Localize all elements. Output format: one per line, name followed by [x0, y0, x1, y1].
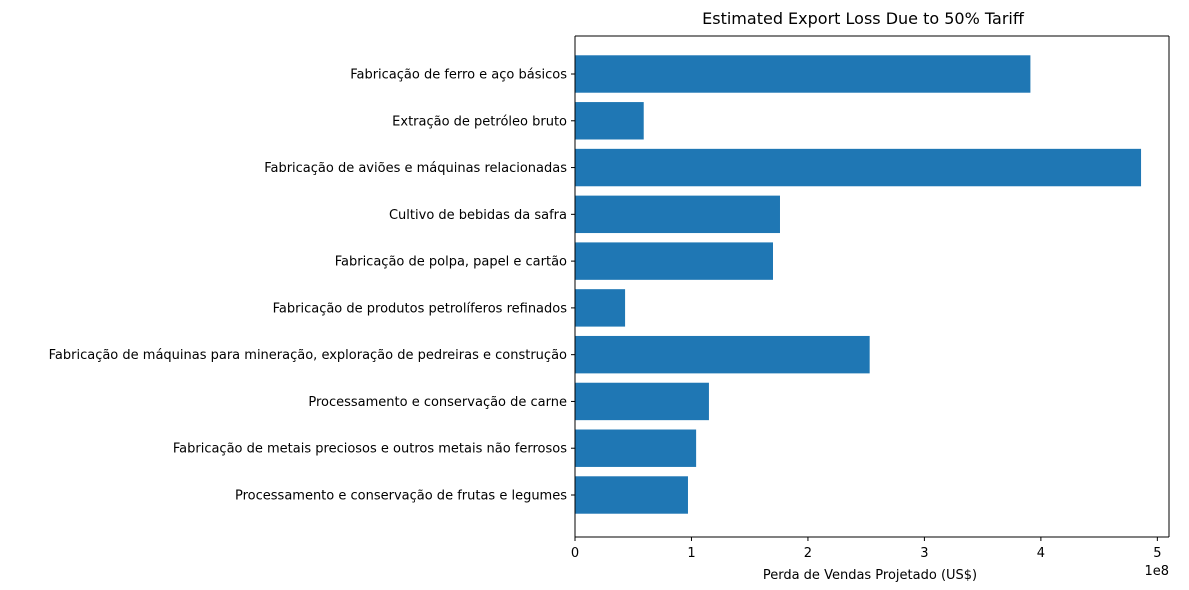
chart-title: Estimated Export Loss Due to 50% Tariff [702, 9, 1025, 28]
bars-group [575, 55, 1142, 514]
bar [575, 55, 1031, 93]
y-tick-label: Cultivo de bebidas da safra [389, 208, 567, 223]
x-tick-label: 3 [920, 546, 928, 561]
y-tick-label: Fabricação de produtos petrolíferos refi… [273, 301, 568, 316]
x-tick-label: 0 [571, 546, 579, 561]
bar [575, 476, 688, 514]
bar [575, 148, 1142, 187]
y-tick-label: Fabricação de polpa, papel e cartão [335, 255, 567, 270]
y-tick-label: Fabricação de máquinas para mineração, e… [49, 348, 567, 363]
bar [575, 382, 709, 421]
y-tick-labels: Fabricação de ferro e aço básicos Extraçã… [49, 68, 575, 504]
bar [575, 195, 780, 234]
y-tick-label: Processamento e conservação de carne [308, 395, 567, 410]
y-tick-label: Processamento e conservação de frutas e … [235, 489, 567, 504]
bar [575, 102, 644, 140]
y-tick-label: Fabricação de metais preciosos e outros … [173, 442, 567, 457]
y-tick-label: Extração de petróleo bruto [392, 114, 567, 129]
x-tick-label: 2 [804, 546, 812, 561]
y-tick-label: Fabricação de aviões e máquinas relacion… [264, 161, 567, 176]
x-ticks: 0 1 2 3 4 5 [571, 537, 1161, 561]
x-tick-label: 1 [687, 546, 695, 561]
x-tick-label: 5 [1153, 546, 1161, 561]
bar [575, 289, 626, 327]
bar [575, 242, 773, 280]
bar [575, 335, 870, 374]
y-tick-label: Fabricação de ferro e aço básicos [350, 68, 567, 83]
x-axis-label: Perda de Vendas Projetado (US$) [763, 568, 977, 583]
bar [575, 429, 697, 467]
x-axis-offset-label: 1e8 [1144, 564, 1169, 579]
x-tick-label: 4 [1037, 546, 1045, 561]
